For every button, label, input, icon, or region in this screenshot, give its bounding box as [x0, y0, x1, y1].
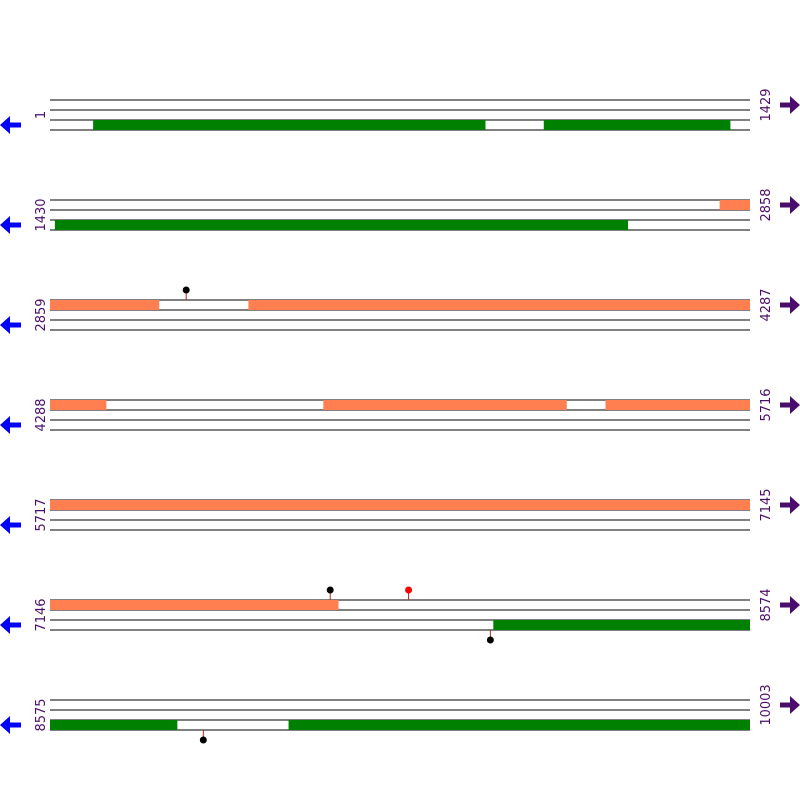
marker-dot: [182, 286, 190, 294]
arrow-right-icon: [780, 196, 800, 214]
marker-dot: [326, 586, 334, 594]
row-end-label: 10003: [759, 684, 774, 725]
row-start-label: 2859: [34, 298, 49, 331]
reverse-feature: [493, 620, 750, 630]
arrow-left-icon: [0, 416, 21, 434]
row-end-label: 8574: [759, 588, 774, 621]
row-end-label: 1429: [759, 88, 774, 121]
arrow-left-icon: [0, 316, 21, 334]
forward-feature: [719, 200, 750, 210]
arrow-right-icon: [780, 596, 800, 614]
reverse-feature: [93, 120, 486, 130]
marker-dot: [199, 736, 207, 744]
reverse-feature: [543, 120, 731, 130]
row-start-label: 7146: [34, 598, 49, 631]
reverse-feature: [54, 220, 629, 230]
arrow-right-icon: [780, 96, 800, 114]
arrow-left-icon: [0, 516, 21, 534]
marker-dot: [405, 586, 413, 594]
row-end-label: 4287: [759, 288, 774, 321]
row-start-label: 1430: [34, 198, 49, 231]
forward-feature: [50, 600, 339, 610]
row-start-label: 4288: [34, 398, 49, 431]
forward-feature: [248, 300, 750, 310]
arrow-right-icon: [780, 696, 800, 714]
row-start-label: 8575: [34, 698, 49, 731]
reverse-feature: [50, 720, 178, 730]
forward-feature: [50, 300, 160, 310]
map-row-2: 1430 2858: [0, 188, 800, 234]
row-end-label: 7145: [759, 488, 774, 521]
map-row-5: 5717 7145: [0, 488, 800, 534]
arrow-left-icon: [0, 116, 21, 134]
map-row-1: 1 1429: [0, 88, 800, 134]
map-row-7: 8575 10003: [0, 684, 800, 744]
arrow-right-icon: [780, 296, 800, 314]
arrow-right-icon: [780, 396, 800, 414]
row-start-label: 5717: [34, 498, 49, 531]
arrow-left-icon: [0, 716, 21, 734]
marker-dot: [486, 636, 494, 644]
row-end-label: 2858: [759, 188, 774, 221]
row-end-label: 5716: [759, 388, 774, 421]
map-row-6: 7146 8574: [0, 586, 800, 644]
forward-feature: [50, 400, 107, 410]
forward-feature: [50, 500, 750, 510]
forward-feature: [323, 400, 567, 410]
map-row-4: 4288 5716: [0, 388, 800, 434]
arrow-right-icon: [780, 496, 800, 514]
forward-feature: [605, 400, 750, 410]
row-start-label: 1: [34, 111, 49, 119]
arrow-left-icon: [0, 216, 21, 234]
map-row-3: 2859 4287: [0, 286, 800, 334]
arrow-left-icon: [0, 616, 21, 634]
reverse-feature: [288, 720, 750, 730]
